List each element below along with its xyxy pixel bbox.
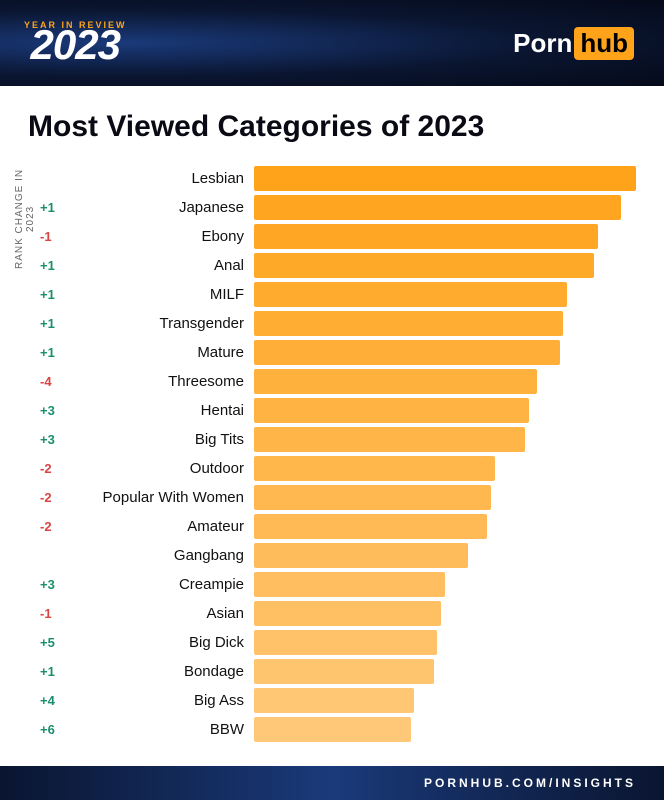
bar-column bbox=[254, 164, 636, 744]
bar-cell bbox=[254, 164, 636, 193]
rank-change: +1 bbox=[40, 280, 74, 309]
bar-cell bbox=[254, 338, 636, 367]
rank-change: +1 bbox=[40, 251, 74, 280]
bar bbox=[254, 369, 537, 394]
category-label-column: LesbianJapaneseEbonyAnalMILFTransgenderM… bbox=[74, 164, 254, 744]
bar-cell bbox=[254, 570, 636, 599]
category-label: Mature bbox=[74, 338, 254, 367]
footer-banner: PORNHUB.COM/INSIGHTS bbox=[0, 766, 664, 800]
category-label: Bondage bbox=[74, 657, 254, 686]
bar bbox=[254, 282, 567, 307]
bar-cell bbox=[254, 193, 636, 222]
year-number: 2023 bbox=[31, 24, 120, 66]
category-label: BBW bbox=[74, 715, 254, 744]
bar-cell bbox=[254, 512, 636, 541]
category-label: Ebony bbox=[74, 222, 254, 251]
bar-cell bbox=[254, 251, 636, 280]
rank-change-column: +1-1+1+1+1+1-4+3+3-2-2-2+3-1+5+1+4+6 bbox=[40, 164, 74, 744]
rank-change: -2 bbox=[40, 512, 74, 541]
bar bbox=[254, 688, 414, 713]
bar-cell bbox=[254, 628, 636, 657]
bar bbox=[254, 427, 525, 452]
rank-change: +5 bbox=[40, 628, 74, 657]
header-banner: YEAR IN REVIEW 2023 Porn hub bbox=[0, 0, 664, 86]
category-label: Big Tits bbox=[74, 425, 254, 454]
bar-cell bbox=[254, 715, 636, 744]
category-label: Amateur bbox=[74, 512, 254, 541]
bar bbox=[254, 514, 487, 539]
bar bbox=[254, 659, 434, 684]
bar bbox=[254, 398, 529, 423]
bar bbox=[254, 340, 560, 365]
bar bbox=[254, 717, 411, 742]
rank-change: -4 bbox=[40, 367, 74, 396]
category-label: MILF bbox=[74, 280, 254, 309]
rank-change: -2 bbox=[40, 483, 74, 512]
rank-change: +3 bbox=[40, 570, 74, 599]
chart: RANK CHANGE IN 2023 +1-1+1+1+1+1-4+3+3-2… bbox=[14, 164, 636, 744]
chart-title: Most Viewed Categories of 2023 bbox=[28, 110, 636, 144]
rank-change: +6 bbox=[40, 715, 74, 744]
bar-cell bbox=[254, 367, 636, 396]
bar bbox=[254, 224, 598, 249]
bar-cell bbox=[254, 541, 636, 570]
logo-right: hub bbox=[574, 27, 634, 60]
category-label: Big Ass bbox=[74, 686, 254, 715]
bar bbox=[254, 456, 495, 481]
bar-cell bbox=[254, 599, 636, 628]
category-label: Lesbian bbox=[74, 164, 254, 193]
rank-change: +1 bbox=[40, 657, 74, 686]
category-label: Asian bbox=[74, 599, 254, 628]
bar-cell bbox=[254, 483, 636, 512]
bar-cell bbox=[254, 454, 636, 483]
category-label: Outdoor bbox=[74, 454, 254, 483]
category-label: Threesome bbox=[74, 367, 254, 396]
bar bbox=[254, 253, 594, 278]
rank-change: +3 bbox=[40, 425, 74, 454]
bar bbox=[254, 311, 563, 336]
bar-cell bbox=[254, 222, 636, 251]
rank-change: -1 bbox=[40, 222, 74, 251]
logo-left: Porn bbox=[513, 28, 572, 59]
rank-change: -1 bbox=[40, 599, 74, 628]
category-label: Transgender bbox=[74, 309, 254, 338]
rank-change: +4 bbox=[40, 686, 74, 715]
category-label: Japanese bbox=[74, 193, 254, 222]
category-label: Popular With Women bbox=[74, 483, 254, 512]
bar bbox=[254, 601, 441, 626]
rank-change: -2 bbox=[40, 454, 74, 483]
bar bbox=[254, 543, 468, 568]
rank-change bbox=[40, 164, 74, 193]
rank-change bbox=[40, 541, 74, 570]
bar bbox=[254, 572, 445, 597]
bar-cell bbox=[254, 657, 636, 686]
rank-change: +1 bbox=[40, 193, 74, 222]
bar-cell bbox=[254, 425, 636, 454]
site-logo: Porn hub bbox=[513, 27, 634, 60]
bar-cell bbox=[254, 280, 636, 309]
category-label: Anal bbox=[74, 251, 254, 280]
year-badge: YEAR IN REVIEW 2023 bbox=[24, 20, 127, 66]
category-label: Big Dick bbox=[74, 628, 254, 657]
bar-cell bbox=[254, 396, 636, 425]
bar bbox=[254, 485, 491, 510]
category-label: Creampie bbox=[74, 570, 254, 599]
rank-change: +1 bbox=[40, 338, 74, 367]
rank-change: +1 bbox=[40, 309, 74, 338]
category-label: Gangbang bbox=[74, 541, 254, 570]
footer-link: PORNHUB.COM/INSIGHTS bbox=[424, 776, 636, 790]
bar-cell bbox=[254, 309, 636, 338]
bar bbox=[254, 166, 636, 191]
y-axis-label: RANK CHANGE IN 2023 bbox=[14, 164, 36, 274]
bar bbox=[254, 630, 437, 655]
category-label: Hentai bbox=[74, 396, 254, 425]
bar bbox=[254, 195, 621, 220]
rank-change: +3 bbox=[40, 396, 74, 425]
bar-cell bbox=[254, 686, 636, 715]
content-area: Most Viewed Categories of 2023 RANK CHAN… bbox=[0, 86, 664, 744]
